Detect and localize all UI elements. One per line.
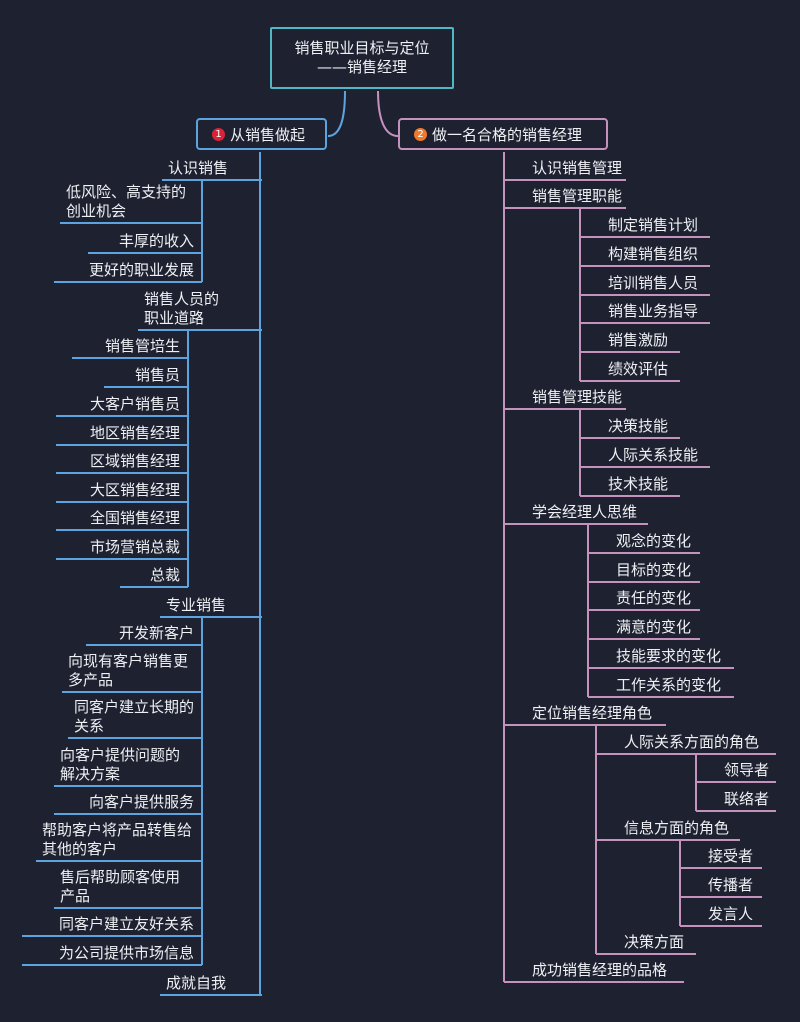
left-child-2-4[interactable]: 地区销售经理 (89, 424, 180, 442)
left-child-3-9[interactable]: 为公司提供市场信息 (58, 944, 194, 962)
right-topic-4[interactable]: 学会经理人思维 (532, 503, 638, 521)
right-child-4-6[interactable]: 工作关系的变化 (616, 676, 722, 694)
root-connector-left (327, 90, 346, 137)
left-child-2-8[interactable]: 市场营销总裁 (89, 538, 180, 556)
right-child-3-2[interactable]: 人际关系技能 (608, 446, 699, 464)
right-child-4-5[interactable]: 技能要求的变化 (616, 647, 722, 665)
left-child-3-3[interactable]: 同客户建立长期的关系 (74, 698, 195, 735)
right-topic-2[interactable]: 销售管理职能 (532, 187, 623, 205)
main-topic-left[interactable]: 1 从销售做起 (196, 118, 327, 150)
main-topic-left-label: 从销售做起 (230, 125, 306, 144)
right-grandchild-2-1[interactable]: 接受者 (708, 847, 754, 865)
right-child-4-1[interactable]: 观念的变化 (616, 532, 692, 550)
left-child-2-3[interactable]: 大客户销售员 (89, 395, 180, 413)
number-badge-2: 2 (414, 127, 427, 141)
right-topic-5[interactable]: 定位销售经理角色 (532, 704, 653, 722)
right-child-4-2[interactable]: 目标的变化 (616, 561, 692, 579)
left-child-2-1[interactable]: 销售管培生 (104, 337, 180, 355)
left-child-1-2[interactable]: 丰厚的收入 (118, 232, 194, 250)
right-child-3-3[interactable]: 技术技能 (608, 475, 669, 493)
right-grandchild-2-2[interactable]: 传播者 (708, 876, 754, 894)
left-topic-1[interactable]: 认识销售 (168, 159, 229, 177)
root-title-line1: 销售职业目标与定位 (294, 39, 430, 57)
right-child-2-1[interactable]: 制定销售计划 (608, 216, 699, 234)
root-title-line2: ——销售经理 (316, 58, 407, 76)
right-child-5-1[interactable]: 人际关系方面的角色 (624, 733, 760, 751)
right-grandchild-1-1[interactable]: 领导者 (724, 761, 770, 779)
left-child-2-6[interactable]: 大区销售经理 (89, 481, 180, 499)
left-child-3-2[interactable]: 向现有客户销售更多产品 (68, 652, 189, 689)
right-topic-1[interactable]: 认识销售管理 (532, 159, 623, 177)
right-child-3-1[interactable]: 决策技能 (608, 417, 669, 435)
right-grandchild-1-2[interactable]: 联络者 (724, 790, 770, 808)
left-child-3-6[interactable]: 帮助客户将产品转售给其他的客户 (42, 821, 193, 858)
left-topic-3[interactable]: 专业销售 (166, 596, 227, 614)
left-child-3-5[interactable]: 向客户提供服务 (88, 793, 194, 811)
right-child-5-3[interactable]: 决策方面 (624, 933, 685, 951)
left-child-1-1[interactable]: 低风险、高支持的创业机会 (66, 183, 187, 220)
right-topic-3[interactable]: 销售管理技能 (532, 388, 623, 406)
left-topic-4[interactable]: 成就自我 (166, 974, 227, 992)
main-topic-right-label: 做一名合格的销售经理 (432, 125, 583, 144)
right-child-2-5[interactable]: 销售激励 (608, 331, 669, 349)
right-child-4-4[interactable]: 满意的变化 (616, 618, 692, 636)
root-topic[interactable]: 销售职业目标与定位 ——销售经理 (270, 27, 454, 89)
right-child-5-2[interactable]: 信息方面的角色 (624, 819, 730, 837)
right-child-2-3[interactable]: 培训销售人员 (608, 274, 699, 292)
right-child-2-4[interactable]: 销售业务指导 (608, 302, 699, 320)
left-topic-2[interactable]: 销售人员的职业道路 (144, 290, 220, 327)
right-child-4-3[interactable]: 责任的变化 (616, 589, 692, 607)
left-child-1-3[interactable]: 更好的职业发展 (88, 261, 194, 279)
right-child-2-2[interactable]: 构建销售组织 (608, 245, 699, 263)
left-child-3-8[interactable]: 同客户建立友好关系 (58, 915, 194, 933)
left-child-2-9[interactable]: 总裁 (149, 566, 180, 584)
left-child-2-2[interactable]: 销售员 (134, 366, 180, 384)
left-child-2-7[interactable]: 全国销售经理 (89, 509, 180, 527)
left-child-3-7[interactable]: 售后帮助顾客使用产品 (60, 868, 181, 905)
root-connector-right (377, 90, 399, 137)
right-grandchild-2-3[interactable]: 发言人 (708, 905, 754, 923)
left-child-2-5[interactable]: 区域销售经理 (89, 452, 180, 470)
right-child-2-6[interactable]: 绩效评估 (608, 360, 669, 378)
main-topic-right[interactable]: 2 做一名合格的销售经理 (398, 118, 608, 150)
left-child-3-1[interactable]: 开发新客户 (118, 624, 194, 642)
number-badge-1: 1 (212, 127, 225, 141)
left-child-3-4[interactable]: 向客户提供问题的解决方案 (60, 746, 181, 783)
right-topic-6[interactable]: 成功销售经理的品格 (532, 961, 668, 979)
